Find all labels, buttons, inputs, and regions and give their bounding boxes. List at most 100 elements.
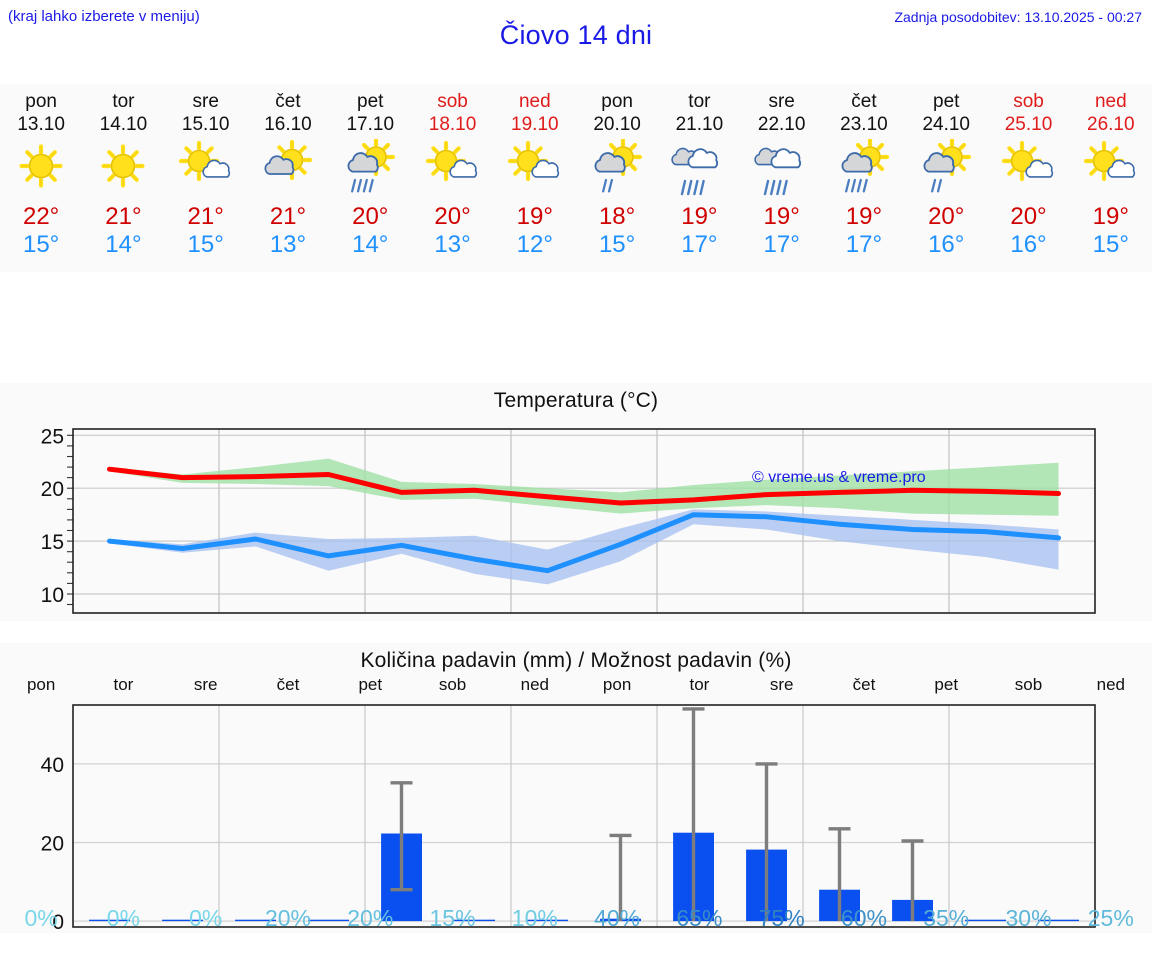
page-header: (kraj lahko izberete v meniju) Čiovo 14 … [0, 0, 1152, 62]
precip-day-label: tor [689, 675, 710, 694]
svg-text:15: 15 [41, 531, 64, 554]
day-name: tor [112, 91, 135, 112]
day-date: 25.10 [1004, 114, 1053, 135]
precip-day-label: tor [113, 675, 134, 694]
temperature-chart-block: Temperatura (°C) 10 15 20 25 [0, 383, 1152, 621]
day-max-temp: 20° [352, 203, 389, 230]
footer-spacer [0, 933, 1152, 975]
day-column-12[interactable]: sob 25.10 20° 16° [987, 84, 1069, 272]
day-name: sob [437, 91, 468, 112]
precip-day-label: pon [602, 675, 632, 694]
precip-probability: 20% [264, 904, 311, 931]
svg-text:10: 10 [41, 584, 64, 607]
last-updated-label: Zadnja posodobitev: 13.10.2025 - 00:27 [894, 9, 1142, 25]
day-date: 20.10 [593, 114, 641, 135]
day-min-temp: 15° [22, 231, 60, 258]
day-name: čet [851, 91, 877, 112]
day-column-4[interactable]: pet 17.10 20° 14° [329, 84, 411, 272]
day-column-9[interactable]: sre 22.10 19° 17° [741, 84, 823, 272]
day-column-8[interactable]: tor 21.10 19° 17° [658, 84, 740, 272]
cloud-rain-icon [662, 139, 736, 197]
precip-day-label: ned [520, 675, 550, 694]
day-date: 21.10 [675, 114, 724, 135]
day-column-7[interactable]: pon 20.10 18° 15° [576, 84, 658, 272]
day-max-temp: 20° [434, 203, 471, 230]
sun-cloud-lightrain-icon [909, 139, 983, 197]
day-date: 16.10 [264, 114, 312, 135]
day-min-temp: 15° [598, 231, 636, 258]
sun-small-cloud-icon [416, 139, 490, 197]
day-min-temp: 13° [434, 231, 471, 258]
precip-probability: 0% [24, 904, 58, 931]
precipitation-chart: 0 20 40 [41, 704, 1096, 934]
temperature-chart: 10 15 20 25 [41, 425, 1096, 614]
precip-day-label: sob [1014, 675, 1043, 694]
precip-probability: 65% [676, 904, 723, 931]
sun-cloud-rain-icon [827, 139, 901, 197]
precipitation-chart-title: Količina padavin (mm) / Možnost padavin … [360, 649, 792, 672]
precip-probability: 30% [1005, 904, 1052, 931]
day-max-temp: 21° [105, 203, 142, 230]
day-max-temp: 22° [22, 203, 60, 230]
precip-probability: 75% [758, 904, 805, 931]
precip-day-label: pet [358, 675, 383, 694]
precip-probability: 60% [840, 904, 887, 931]
day-column-5[interactable]: sob 18.10 20° 13° [411, 84, 493, 272]
day-column-0[interactable]: pon 13.10 22° 15° [0, 84, 82, 272]
day-column-1[interactable]: tor 14.10 21° 14° [82, 84, 164, 272]
daily-forecast-strip: pon 13.10 22° 15° tor 14.10 21° 14° sre 15.10 21° 1… [0, 84, 1152, 272]
sun-small-cloud-icon [1074, 139, 1148, 197]
day-max-temp: 21° [269, 203, 307, 230]
day-min-temp: 16° [1010, 231, 1047, 258]
day-date: 19.10 [511, 114, 559, 135]
day-max-temp: 19° [681, 203, 718, 230]
day-min-temp: 12° [516, 231, 553, 258]
precip-probability: 10% [511, 904, 558, 931]
precip-day-label: pon [26, 675, 56, 694]
day-date: 18.10 [428, 114, 477, 135]
day-date: 26.10 [1087, 114, 1135, 135]
day-date: 15.10 [181, 114, 230, 135]
precipitation-day-labels: pon tor sre čet pet sob ned pon tor sre čet pet sob n… [0, 675, 1152, 697]
page-title: Čiovo 14 dni [499, 20, 653, 50]
precip-day-label: čet [276, 675, 300, 694]
precip-day-label: čet [852, 675, 876, 694]
day-min-temp: 14° [105, 231, 142, 258]
day-name: sob [1013, 91, 1044, 112]
day-column-10[interactable]: čet 23.10 19° 17° [823, 84, 905, 272]
day-date: 17.10 [346, 114, 395, 135]
precip-day-label: sre [769, 675, 794, 694]
day-max-temp: 20° [928, 203, 965, 230]
sun-small-cloud-icon [498, 139, 572, 197]
day-column-13[interactable]: ned 26.10 19° 15° [1070, 84, 1152, 272]
day-min-temp: 17° [845, 231, 883, 258]
sun-cloud-lightrain-icon [580, 139, 654, 197]
sun-small-cloud-icon [992, 139, 1066, 197]
day-date: 14.10 [99, 114, 148, 135]
sun-icon [86, 139, 160, 197]
day-column-6[interactable]: ned 19.10 19° 12° [494, 84, 576, 272]
svg-text:40: 40 [41, 754, 64, 777]
sun-cloud-rain-icon [333, 139, 407, 197]
day-name: pon [25, 91, 57, 112]
day-name: sre [192, 91, 219, 112]
temperature-chart-title: Temperatura (°C) [493, 389, 659, 412]
day-column-11[interactable]: pet 24.10 20° 16° [905, 84, 987, 272]
day-column-2[interactable]: sre 15.10 21° 15° [165, 84, 247, 272]
day-name: pet [357, 91, 384, 112]
precip-day-label: sre [193, 675, 218, 694]
day-min-temp: 16° [928, 231, 965, 258]
precip-probability: 0% [106, 904, 141, 931]
day-max-temp: 19° [763, 203, 800, 230]
precip-day-label: pet [934, 675, 959, 694]
day-date: 22.10 [757, 114, 806, 135]
day-column-3[interactable]: čet 16.10 21° 13° [247, 84, 329, 272]
day-min-temp: 17° [681, 231, 718, 258]
day-name: ned [1094, 91, 1127, 112]
sun-cloud-icon [251, 139, 325, 197]
day-name: tor [688, 91, 711, 112]
day-name: čet [275, 91, 301, 112]
day-date: 23.10 [840, 114, 888, 135]
day-min-temp: 15° [1092, 231, 1129, 258]
sun-small-cloud-icon [169, 139, 243, 197]
